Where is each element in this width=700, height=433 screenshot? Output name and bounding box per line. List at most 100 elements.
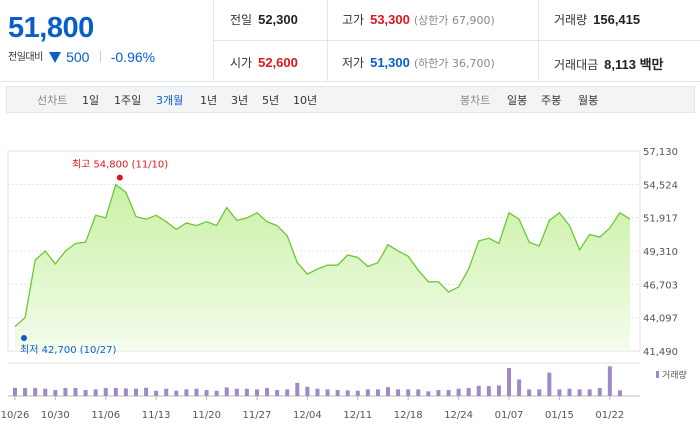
volume-bar (113, 388, 118, 396)
x-tick-label: 01/15 (545, 410, 574, 421)
tab-1y[interactable]: 1년 (200, 94, 218, 107)
stat-value: 52,300 (258, 12, 298, 27)
volume-bar (224, 387, 229, 396)
volume-bar (355, 390, 360, 396)
volume-bar (295, 382, 300, 396)
volume-bar (386, 387, 391, 396)
current-price: 51,800 (8, 12, 94, 44)
volume-bar (476, 385, 481, 396)
volume-bar (567, 388, 572, 396)
stat-label: 전일 (230, 13, 253, 27)
volume-bar (103, 388, 108, 396)
x-tick-label: 10/26 (1, 410, 30, 421)
volume-bar (13, 387, 17, 396)
volume-bar (43, 388, 48, 396)
volume-bar (164, 388, 169, 396)
volume-bar (133, 388, 138, 396)
x-tick-label: 11/13 (142, 410, 171, 421)
x-tick-label: 12/18 (394, 410, 423, 421)
stat-prev-close: 전일 52,300 (230, 11, 298, 28)
volume-bar (204, 390, 209, 396)
volume-bar (234, 388, 239, 396)
x-tick-label: 12/04 (293, 410, 322, 421)
stat-volume: 거래량 156,415 (554, 11, 640, 28)
volume-bar (456, 388, 461, 396)
stat-high: 고가 53,300 (상한가 67,900) (342, 11, 495, 28)
volume-bar (154, 390, 159, 396)
volume-bar (305, 386, 310, 396)
stat-label: 거래대금 (554, 58, 599, 72)
volume-bar (23, 388, 28, 396)
volume-bar (426, 391, 431, 396)
volume-bar (486, 386, 491, 396)
volume-bar (466, 388, 471, 396)
x-tick-label: 12/24 (444, 410, 473, 421)
upper-limit: (상한가 67,900) (413, 14, 495, 27)
stat-open: 시가 52,600 (230, 54, 298, 71)
y-tick-label: 46,703 (643, 280, 678, 291)
tab-3y[interactable]: 3년 (231, 94, 249, 107)
volume-bar (214, 390, 219, 396)
tab-5y[interactable]: 5년 (262, 94, 280, 107)
x-tick-label: 11/27 (243, 410, 272, 421)
volume-bar (325, 389, 330, 396)
divider (327, 0, 328, 82)
volume-bar (406, 389, 411, 396)
divider (99, 51, 101, 62)
volume-bar (265, 388, 270, 396)
volume-bar (557, 389, 562, 396)
volume-bar (375, 389, 380, 396)
stat-value: 8,113 백만 (604, 57, 664, 72)
change-rate: -0.96% (110, 49, 156, 65)
volume-bar (254, 389, 259, 396)
volume-bar (617, 390, 622, 396)
volume-legend-swatch (656, 371, 659, 378)
y-tick-label: 44,097 (643, 314, 678, 325)
tab-10y[interactable]: 10년 (293, 94, 318, 107)
tab-3m[interactable]: 3개월 (156, 94, 184, 107)
min-price-label: 최저 42,700 (10/27) (20, 344, 116, 356)
volume-bar (335, 390, 340, 396)
stat-value: 52,600 (258, 55, 298, 70)
max-price-label: 최고 54,800 (11/10) (72, 159, 168, 171)
volume-bar (416, 389, 421, 396)
volume-bar (496, 385, 501, 396)
y-tick-label: 49,310 (643, 247, 678, 258)
stat-low: 저가 51,300 (하한가 36,700) (342, 54, 495, 71)
change-label: 전일대비 (8, 52, 43, 63)
volume-bar (527, 389, 532, 396)
tab-1d[interactable]: 1일 (82, 94, 100, 107)
change-row: 전일대비 500 -0.96% (8, 48, 155, 66)
volume-bar (174, 390, 179, 396)
down-arrow-icon (48, 52, 61, 63)
tab-weekly-candle[interactable]: 주봉 (541, 94, 562, 107)
volume-bar (365, 389, 370, 396)
stat-value: 51,300 (370, 55, 410, 70)
x-tick-label: 01/22 (595, 410, 624, 421)
lower-limit: (하한가 36,700) (413, 57, 495, 70)
volume-legend-label: 거래량 (662, 369, 687, 381)
x-tick-label: 10/30 (41, 410, 70, 421)
stat-value: 53,300 (370, 12, 410, 27)
volume-bar (517, 379, 522, 396)
price-chart: 57,130 54,524 51,917 49,310 46,703 44,097 41,4… (0, 140, 700, 433)
price-line (14, 183, 631, 328)
price-area (15, 184, 630, 351)
volume-bar (194, 388, 199, 396)
volume-bar (587, 389, 592, 396)
stat-value: 156,415 (593, 12, 641, 27)
volume-bar (507, 367, 512, 396)
tab-monthly-candle[interactable]: 월봉 (578, 94, 599, 107)
volume-bar (315, 388, 320, 396)
quote-panel: 51,800 전일대비 500 -0.96% 전일 52,300 고가 53,300… (0, 0, 700, 82)
y-tick-label: 41,490 (643, 347, 678, 358)
volume-bar (275, 390, 280, 396)
x-tick-label: 12/11 (343, 410, 372, 421)
tab-1w[interactable]: 1주일 (114, 94, 142, 107)
volume-bar (446, 390, 451, 396)
tab-daily-candle[interactable]: 일봉 (507, 94, 528, 107)
y-tick-label: 54,524 (643, 180, 678, 191)
stat-label: 저가 (342, 56, 365, 70)
volume-bar (396, 389, 401, 396)
volume-bar (93, 389, 98, 396)
